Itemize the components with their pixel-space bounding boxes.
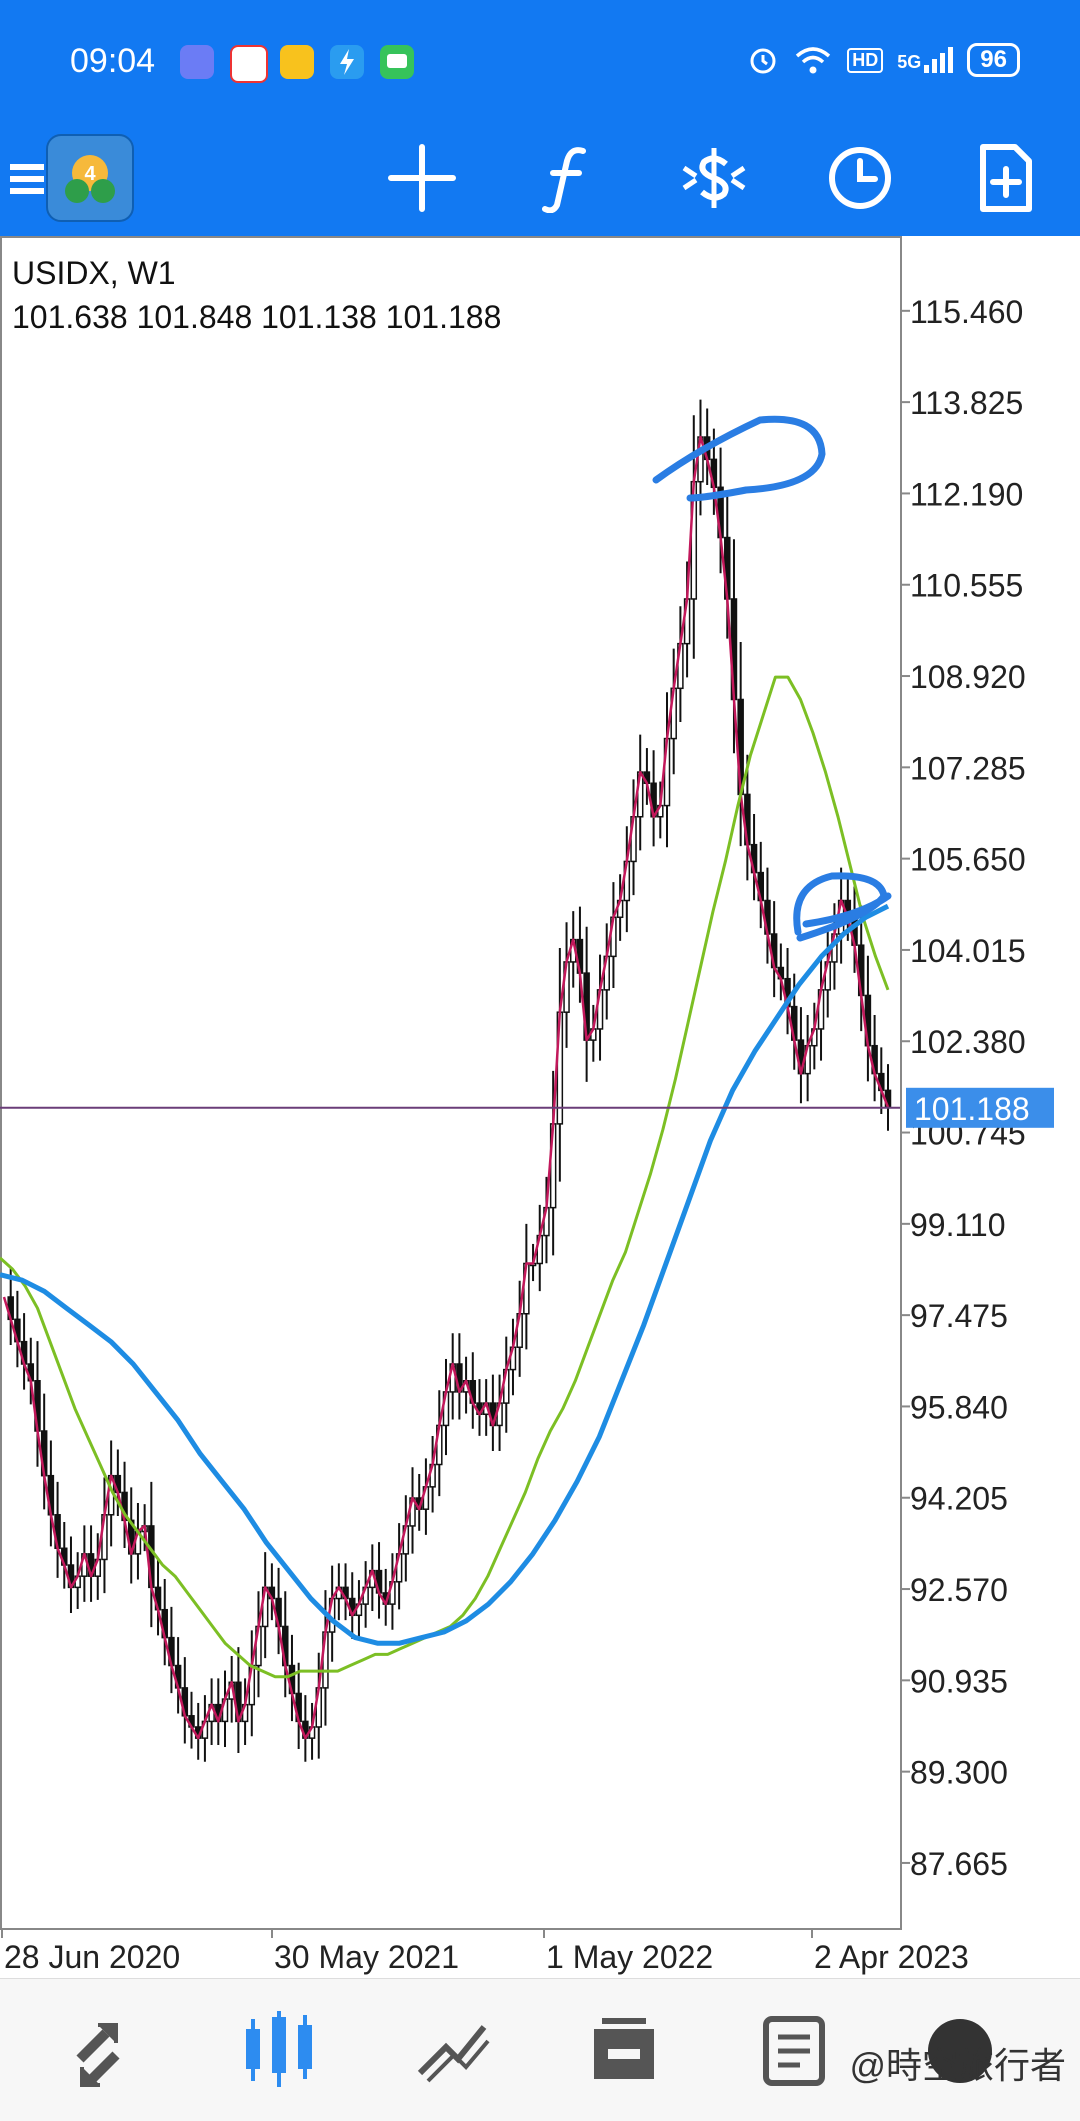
current-price-badge	[906, 1087, 1054, 1128]
bolt-app-icon	[330, 45, 364, 79]
y-tick-label: 113.825	[910, 385, 1023, 421]
y-tick-label: 115.460	[910, 294, 1023, 330]
y-tick-label: 95.840	[910, 1389, 1008, 1425]
quotes-icon[interactable]	[58, 1999, 158, 2099]
price-axis: 115.460 113.825 112.190 110.555 108.920 107.2…	[900, 294, 1026, 1882]
y-tick-label: 89.300	[910, 1755, 1008, 1791]
y-tick-label: 97.475	[910, 1298, 1008, 1334]
mt4-logo[interactable]: 4	[42, 130, 138, 226]
y-tick-label: 99.110	[910, 1207, 1006, 1243]
y-tick-label: 94.205	[910, 1481, 1008, 1517]
menu-icon[interactable]	[0, 130, 66, 226]
y-tick-label: 105.650	[910, 842, 1026, 878]
y-tick-label: 102.380	[910, 1024, 1026, 1060]
status-indicators: HD 5G 96	[747, 40, 1020, 80]
y-tick-label: 107.285	[910, 750, 1026, 786]
hd-icon: HD	[847, 47, 884, 73]
y-tick-label: 112.190	[910, 476, 1023, 512]
signal-5g-icon: 5G	[897, 47, 954, 73]
x-tick-label: 2 Apr 2023	[814, 1939, 969, 1975]
symbol-label: USIDX, W1	[12, 255, 176, 291]
plot-frame	[0, 236, 902, 1930]
time-axis: 28 Jun 2020 30 May 2021 1 May 2022 2 Apr 20…	[1, 1928, 969, 1975]
price-chart[interactable]: 115.460 113.825 112.190 110.555 108.920 107.2…	[0, 236, 1080, 1978]
x-tick-label: 28 Jun 2020	[4, 1939, 180, 1975]
bottom-nav: @時空旅行者	[0, 1978, 1080, 2121]
chart-icon[interactable]	[230, 1999, 330, 2099]
wifi-icon	[796, 47, 831, 74]
trade-nav-icon[interactable]	[402, 1999, 502, 2099]
candlesticks	[7, 399, 892, 1762]
y-tick-label: 104.015	[910, 933, 1026, 969]
x-tick-label: 30 May 2021	[274, 1939, 459, 1975]
messages-icon[interactable]	[746, 1999, 846, 2099]
svg-text:4: 4	[84, 163, 96, 185]
alarm-icon	[750, 48, 776, 74]
y-tick-label: 92.570	[910, 1572, 1008, 1608]
y-tick-label: 87.665	[910, 1846, 1008, 1882]
current-price-label: 101.188	[914, 1091, 1030, 1127]
series-lines	[0, 435, 890, 1740]
chart-area[interactable]: 115.460 113.825 112.190 110.555 108.920 107.2…	[0, 236, 1080, 1978]
series-line-2	[0, 903, 890, 1646]
message-app-icon	[380, 45, 414, 79]
y-tick-label: 110.555	[910, 568, 1023, 604]
network-type-label: 5G	[897, 52, 922, 72]
trade-icon[interactable]	[666, 130, 762, 226]
status-bar: 09:04 HD 5G 96	[0, 0, 1080, 118]
history-icon[interactable]	[574, 1999, 674, 2099]
bubble-app-icon	[180, 45, 214, 79]
crosshair-icon[interactable]	[374, 130, 470, 226]
ohlc-label: 101.638 101.848 101.138 101.188	[12, 299, 501, 335]
new-document-icon[interactable]	[958, 130, 1054, 226]
calendar-app-icon	[230, 45, 268, 83]
indicators-icon[interactable]	[520, 130, 616, 226]
clock: 09:04	[70, 42, 156, 80]
toolbar: 4	[0, 118, 1080, 236]
weibo-app-icon	[280, 45, 314, 79]
y-tick-label: 108.920	[910, 659, 1026, 695]
battery-indicator: 96	[967, 43, 1020, 77]
annotation-circle-lower-high	[793, 872, 892, 942]
x-tick-label: 1 May 2022	[546, 1939, 713, 1975]
timeframe-icon[interactable]	[812, 130, 908, 226]
annotation-circle-peak	[652, 415, 826, 502]
watermark: @時空旅行者	[849, 2045, 1066, 2086]
chat-bubble-icon[interactable]	[908, 1999, 1008, 2099]
y-tick-label: 90.935	[910, 1663, 1008, 1699]
